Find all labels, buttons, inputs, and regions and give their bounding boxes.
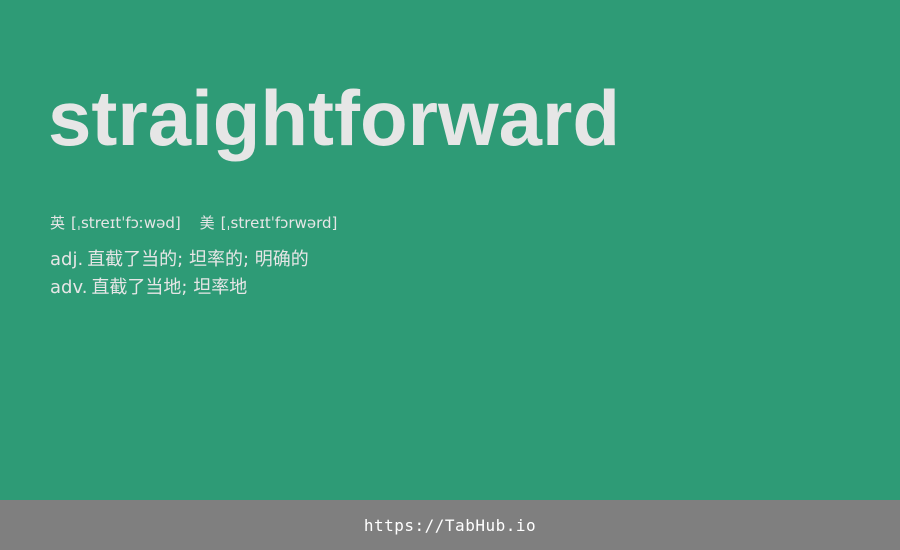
- definition-pos: adj.: [50, 249, 84, 270]
- phonetics-row: 英 [ˌstreɪtˈfɔːwəd] 美 [ˌstreɪtˈfɔrwərd]: [50, 212, 337, 234]
- phonetic-us-ipa: [ˌstreɪtˈfɔrwərd]: [220, 214, 338, 232]
- phonetic-uk-ipa: [ˌstreɪtˈfɔːwəd]: [71, 214, 181, 232]
- phonetic-uk-label: 英: [50, 214, 66, 232]
- definitions: adj. 直截了当的; 坦率的; 明确的 adv. 直截了当地; 坦率地: [50, 246, 309, 302]
- definition-pos: adv.: [50, 277, 88, 298]
- phonetic-us-label: 美: [199, 214, 215, 232]
- definition-adv: adv. 直截了当地; 坦率地: [50, 274, 309, 302]
- definition-adj: adj. 直截了当的; 坦率的; 明确的: [50, 246, 309, 274]
- footer-bar: https://TabHub.io: [0, 500, 900, 550]
- definition-meaning: 直截了当地; 坦率地: [91, 277, 248, 298]
- tabhub-link[interactable]: https://TabHub.io: [363, 515, 537, 535]
- word-title: straightforward: [48, 74, 621, 162]
- phonetic-uk: 英 [ˌstreɪtˈfɔːwəd]: [50, 212, 181, 234]
- phonetic-us: 美 [ˌstreɪtˈfɔrwərd]: [200, 212, 338, 234]
- word-card: straightforward 英 [ˌstreɪtˈfɔːwəd] 美 [ˌstr…: [48, 74, 621, 302]
- definition-meaning: 直截了当的; 坦率的; 明确的: [87, 249, 309, 270]
